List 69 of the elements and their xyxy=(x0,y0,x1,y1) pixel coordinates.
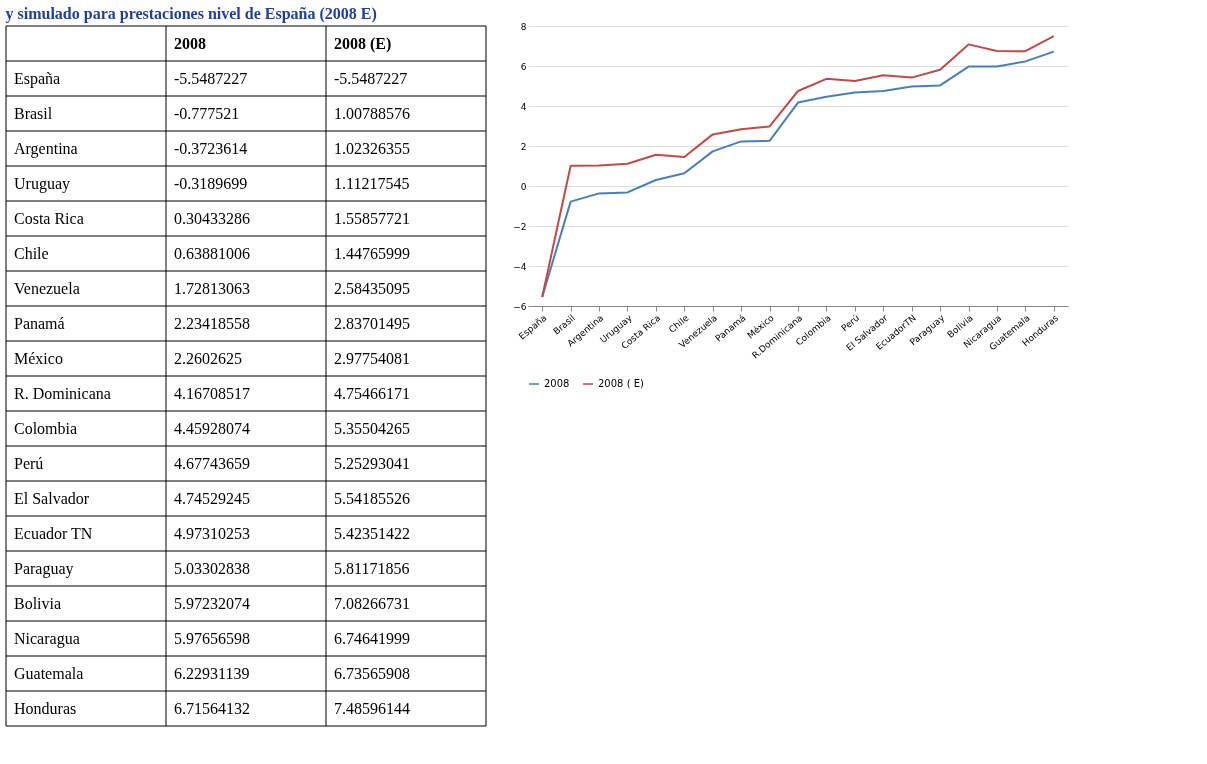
text: y simulado para prestaciones nivel de España (2008 E) xyxy=(5,4,377,23)
y-tick-label: −6 xyxy=(513,301,527,312)
data-label: 5.25293041 xyxy=(334,454,410,472)
data-label: 1.44765999 xyxy=(334,244,410,262)
category-label: Ecuador TN xyxy=(14,524,93,542)
y-tick-label: 0 xyxy=(520,181,527,192)
data-label: 4.67743659 xyxy=(174,454,250,472)
data-label: 1.00788576 xyxy=(334,104,410,122)
data-label: 1.55857721 xyxy=(334,209,410,227)
data-label: 1.02326355 xyxy=(334,139,410,157)
y-tick-label: 4 xyxy=(520,101,527,112)
category-label: Colombia xyxy=(14,419,78,437)
data-label: -5.5487227 xyxy=(334,69,408,87)
data-label: 7.48596144 xyxy=(334,699,410,717)
category-label: Perú xyxy=(14,454,44,472)
data-label: -0.3723614 xyxy=(174,139,248,157)
legend-label: 2008 ( E) xyxy=(598,378,645,389)
y-tick-label: 2 xyxy=(520,141,527,152)
data-label: 6.22931139 xyxy=(174,664,250,682)
category-label: España xyxy=(14,69,61,88)
data-label: 1.11217545 xyxy=(334,174,410,192)
data-label: 5.35504265 xyxy=(334,419,410,437)
category-label: R. Dominicana xyxy=(14,384,111,402)
data-label: 0.30433286 xyxy=(174,209,250,227)
data-label: 4.45928074 xyxy=(174,419,250,437)
y-tick-label: −2 xyxy=(513,221,527,232)
data-label: 6.74641999 xyxy=(334,629,410,647)
data-label: 5.97656598 xyxy=(174,629,250,647)
text: 2008 xyxy=(174,34,206,52)
category-label: Costa Rica xyxy=(14,209,84,227)
text: 2008 (E) xyxy=(334,34,392,53)
data-label: 2.97754081 xyxy=(334,349,410,367)
data-label: 4.97310253 xyxy=(174,524,250,542)
category-label: Guatemala xyxy=(14,664,84,682)
category-label: Brasil xyxy=(14,104,53,122)
category-label: Honduras xyxy=(14,699,77,717)
data-label: 4.16708517 xyxy=(174,384,250,402)
y-tick-label: −4 xyxy=(513,261,527,272)
category-label: Venezuela xyxy=(14,279,80,297)
category-label: Argentina xyxy=(14,139,78,158)
data-label: 2.23418558 xyxy=(174,314,250,332)
data-label: 5.54185526 xyxy=(334,489,410,507)
data-label: 4.74529245 xyxy=(174,489,250,507)
category-label: Chile xyxy=(14,244,49,262)
data-label: 1.72813063 xyxy=(174,279,250,297)
data-label: 6.71564132 xyxy=(174,699,250,717)
y-tick-label: 8 xyxy=(520,21,527,32)
category-label: Bolivia xyxy=(14,594,62,612)
data-label: 5.97232074 xyxy=(174,594,250,612)
data-label: 5.03302838 xyxy=(174,559,250,577)
category-label: El Salvador xyxy=(14,489,90,507)
data-label: 2.2602625 xyxy=(174,349,242,367)
data-label: 6.73565908 xyxy=(334,664,410,682)
data-label: 7.08266731 xyxy=(334,594,410,612)
data-label: 5.42351422 xyxy=(334,524,410,542)
data-label: -5.5487227 xyxy=(174,69,248,87)
data-label: 2.58435095 xyxy=(334,279,410,297)
data-label: 4.75466171 xyxy=(334,384,410,402)
data-label: -0.777521 xyxy=(174,104,240,122)
legend-label: 2008 xyxy=(544,378,570,389)
data-label: 5.81171856 xyxy=(334,559,410,577)
data-label: 0.63881006 xyxy=(174,244,250,262)
category-label: Uruguay xyxy=(14,174,70,193)
category-label: Paraguay xyxy=(14,559,74,578)
data-label: -0.3189699 xyxy=(174,174,248,192)
y-tick-label: 6 xyxy=(520,61,527,72)
data-label: 2.83701495 xyxy=(334,314,410,332)
category-label: México xyxy=(14,349,63,367)
category-label: Nicaragua xyxy=(14,629,80,648)
